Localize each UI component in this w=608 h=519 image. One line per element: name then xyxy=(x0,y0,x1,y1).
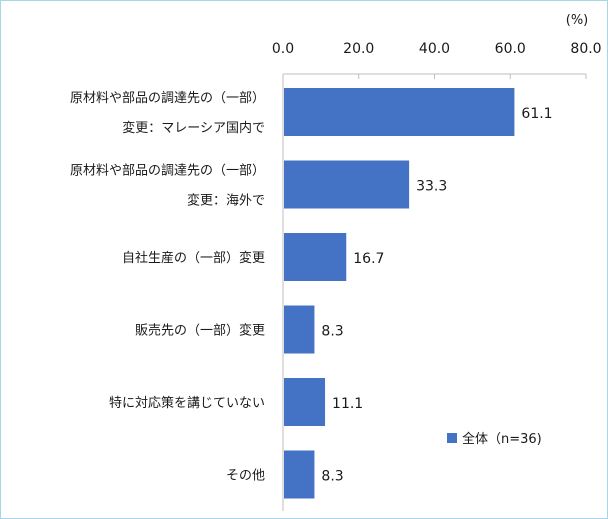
bar xyxy=(284,160,410,209)
category-label: 原材料や部品の調達先の（一部） xyxy=(70,91,265,106)
category-label: 自社生産の（一部）変更 xyxy=(122,250,265,266)
bar-value-label: 16.7 xyxy=(353,251,384,267)
bar xyxy=(284,88,515,136)
x-tick-label: 60.0 xyxy=(495,41,526,57)
category-label: 特に対応策を講じていない xyxy=(109,395,265,411)
x-tick-label: 0.0 xyxy=(272,41,294,57)
category-label: 販売先の（一部）変更 xyxy=(135,323,265,339)
bar-value-label: 8.3 xyxy=(321,469,343,485)
category-label: 原材料や部品の調達先の（一部） xyxy=(70,164,265,179)
category-label: 変更：マレーシア国内で xyxy=(122,120,265,136)
bar xyxy=(284,450,315,499)
legend-label: 全体（n=36) xyxy=(462,431,542,447)
legend-swatch xyxy=(447,433,457,443)
bar-value-label: 61.1 xyxy=(521,106,552,122)
bar xyxy=(284,233,347,281)
bar xyxy=(284,378,326,426)
x-tick-label: 20.0 xyxy=(343,41,374,57)
x-tick-label: 80.0 xyxy=(570,41,601,57)
bar-value-label: 8.3 xyxy=(321,324,343,340)
category-label: その他 xyxy=(226,469,265,484)
bar xyxy=(284,305,315,354)
x-tick-label: 40.0 xyxy=(419,41,450,57)
category-label: 変更：海外で xyxy=(187,193,265,209)
bar-value-label: 33.3 xyxy=(416,179,447,195)
bar-value-label: 11.1 xyxy=(332,396,363,412)
unit-label: (%) xyxy=(566,13,589,28)
